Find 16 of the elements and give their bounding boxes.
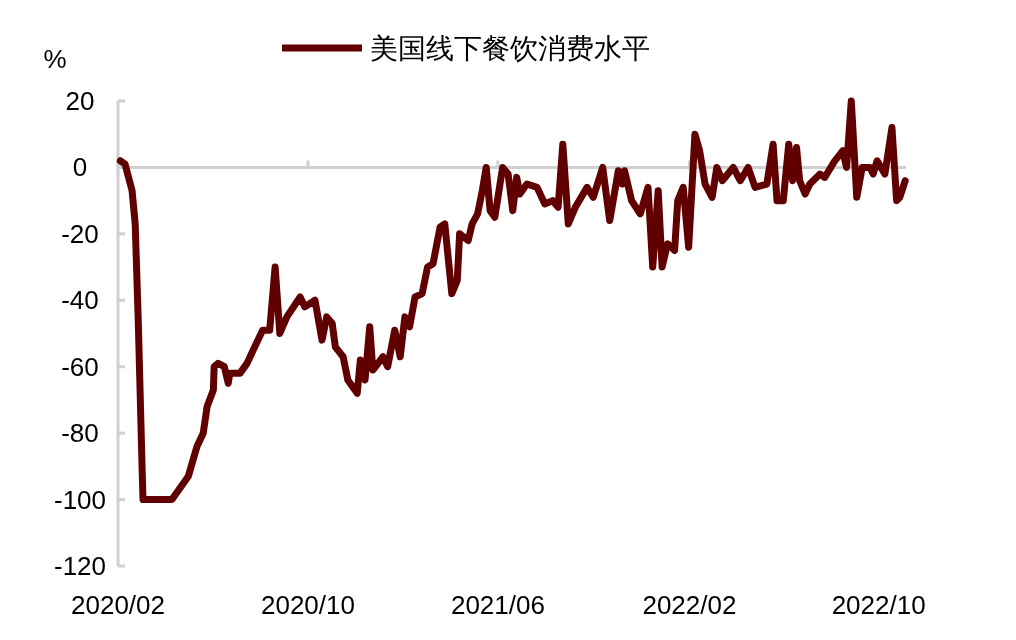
y-tick-label: -80 [61,418,99,449]
legend: 美国线下餐饮消费水平 [282,33,650,64]
x-tick-label: 2020/02 [71,590,165,620]
y-tick-label: 0 [72,152,88,183]
x-tick-label: 2021/06 [450,590,545,620]
y-axis-title: % [43,44,67,74]
x-tick-label: 2022/02 [642,590,737,620]
x-tick-label: 2020/10 [260,590,355,620]
y-tick-label: -40 [61,285,99,316]
x-tick-label: 2022/10 [831,590,926,620]
legend-label: 美国线下餐饮消费水平 [370,33,650,64]
y-tick-label: -20 [61,218,99,249]
y-tick-label: -60 [61,351,99,382]
y-tick-label: -100 [53,484,107,515]
y-tick-label: 20 [65,86,95,116]
y-tick-label: -120 [53,551,107,581]
